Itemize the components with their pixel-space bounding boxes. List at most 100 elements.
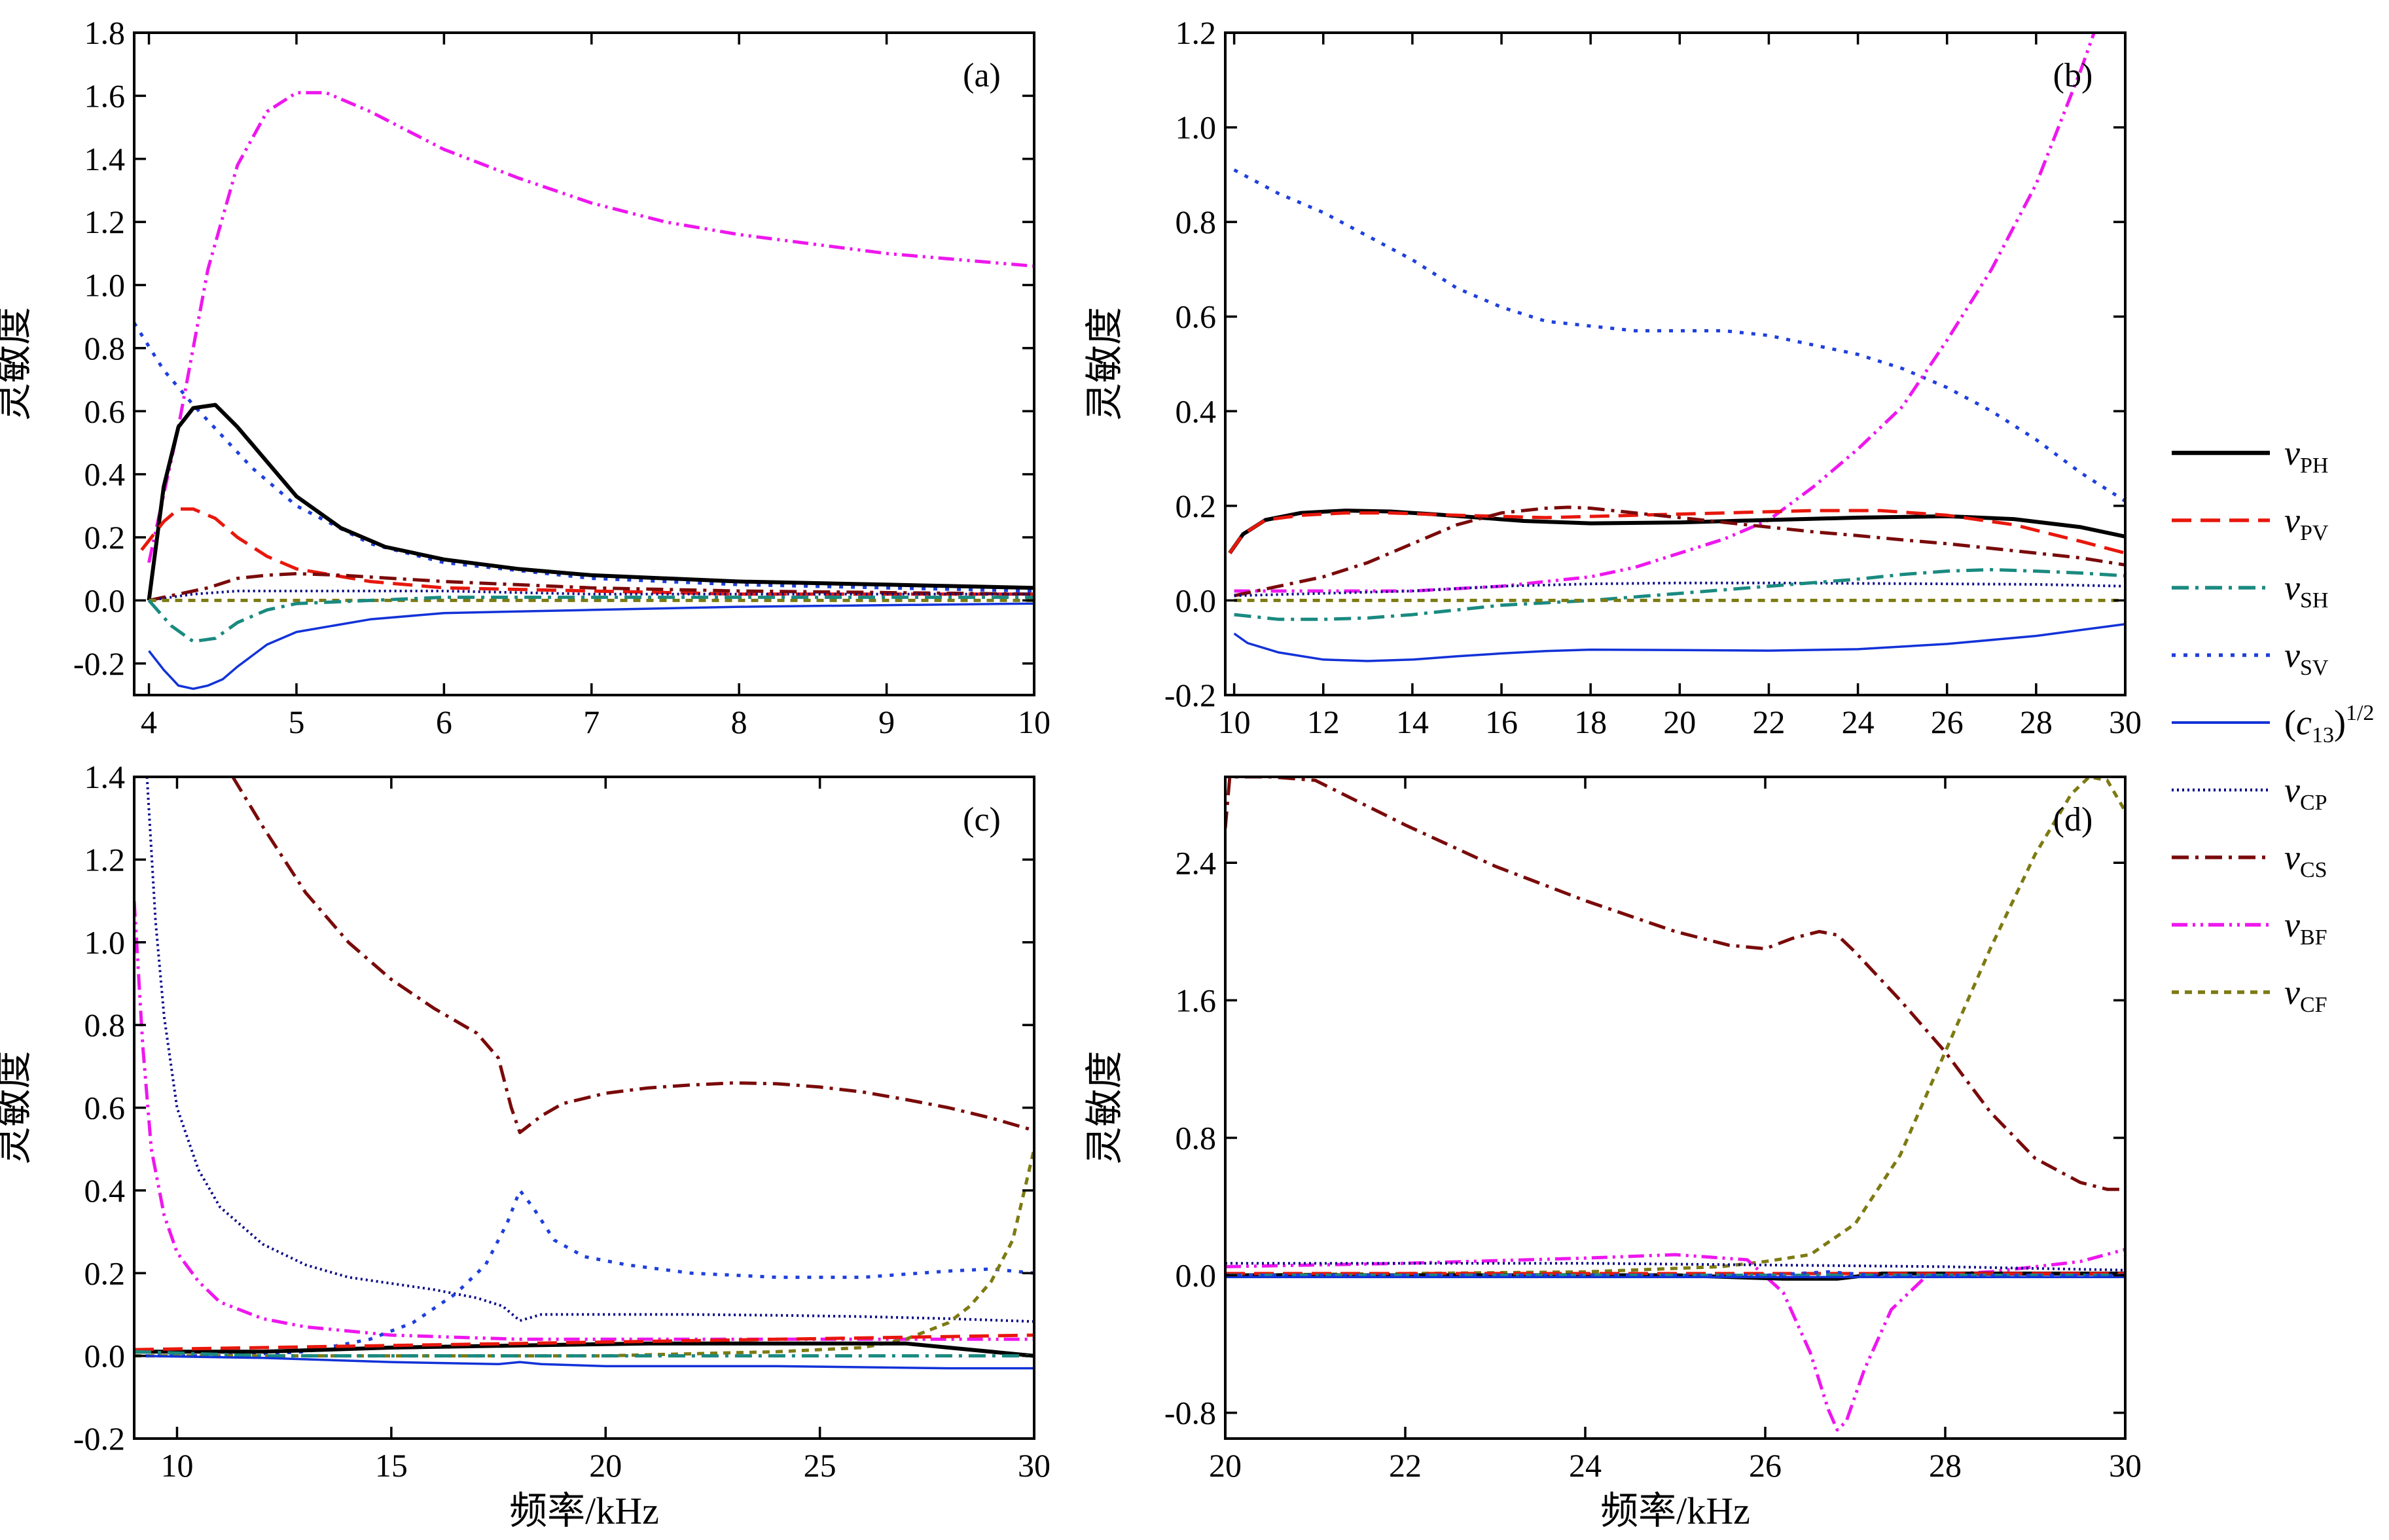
panel-a-series-vCS	[148, 572, 1034, 602]
legend-label-vSH: vSH	[2284, 568, 2328, 613]
panel-a-label: (a)	[963, 57, 1001, 94]
panel-b-xtick-label: 30	[2109, 704, 2142, 740]
legend-subscript: CF	[2300, 993, 2327, 1017]
panel-b-ylabel: 灵敏度	[1083, 307, 1126, 421]
legend-symbol: v	[2284, 501, 2300, 540]
legend-paren: (	[2284, 703, 2296, 742]
panel-d-label: (d)	[2053, 801, 2093, 838]
panel-c-ylabel: 灵敏度	[0, 1050, 35, 1164]
panel-b-series-vSH	[1234, 567, 2125, 621]
legend-label-vSV: vSV	[2284, 636, 2329, 680]
legend-symbol: v	[2284, 636, 2300, 675]
panel-b-label: (b)	[2053, 57, 2093, 94]
panel-a-xtick-label: 4	[141, 704, 157, 740]
panel-d-ytick-label: 1.6	[1176, 982, 1217, 1018]
panel-b-xtick-label: 24	[1842, 704, 1875, 740]
panel-a-series-vPV	[140, 507, 1034, 596]
panel-c-xtick-label: 30	[1018, 1447, 1051, 1484]
panel-c-ytick-label: 0.6	[84, 1090, 126, 1126]
panel-d-ytick-label: -0.8	[1164, 1395, 1216, 1431]
legend-entry-vPV: vPV	[2172, 501, 2329, 545]
panel-a-series-vSH	[147, 596, 1034, 643]
panel-c-series-vPH	[134, 1341, 1034, 1358]
panel-c-series-vCP	[145, 777, 1034, 1323]
panel-d-xtick-label: 20	[1209, 1447, 1242, 1484]
panel-a-ytick-label: 0.8	[84, 330, 126, 367]
panel-b-series	[1228, 33, 2125, 662]
panel-b-ytick-label: -0.2	[1164, 677, 1216, 713]
panel-a-series-vCP	[149, 590, 1034, 602]
chart-panels: 4 5 6 7 8 9 10-0.20.00.20.40.60.81.01.21.41.61…	[0, 14, 2142, 1532]
legend-symbol: v	[2284, 770, 2300, 810]
legend-entry-vPH: vPH	[2172, 433, 2328, 478]
panel-a-xtick-label: 8	[731, 704, 747, 740]
legend-entry-vSV: vSV	[2172, 636, 2329, 680]
panel-c-series-vCF	[134, 1149, 1034, 1358]
panel-c-ytick-label: -0.2	[73, 1420, 125, 1457]
panel-c-ytick-label: 0.4	[84, 1172, 126, 1209]
panel-d-ytick-label: 0.8	[1176, 1119, 1217, 1156]
legend-symbol: v	[2284, 433, 2300, 473]
panel-a-ytick-label: 0.0	[84, 582, 126, 618]
panel-a-series	[134, 91, 1034, 690]
panel-c-series-vSV	[134, 1189, 1034, 1358]
panel-b-ytick-label: 1.0	[1176, 109, 1217, 146]
legend-label-vPH: vPH	[2284, 433, 2328, 478]
legend-symbol: c	[2296, 703, 2312, 742]
panel-c-xtick-label: 20	[589, 1447, 622, 1484]
legend-entry-vBF: vBF	[2172, 905, 2327, 950]
panel-c-ytick-label: 0.0	[84, 1338, 126, 1374]
panel-d-ylabel: 灵敏度	[1083, 1050, 1126, 1164]
panel-d-series-vCF	[1225, 777, 2125, 1277]
panel-c-label: (c)	[963, 801, 1001, 838]
panel-c-ytick-label: 0.2	[84, 1255, 126, 1291]
panel-c-series	[134, 777, 1034, 1370]
legend-entry-vCS: vCS	[2172, 838, 2327, 882]
legend-symbol: v	[2284, 568, 2300, 607]
legend-label-vBF: vBF	[2284, 905, 2327, 950]
legend-superscript: 1/2	[2346, 701, 2374, 725]
panel-c-xlabel: 频率/kHz	[509, 1490, 659, 1532]
panel-a-ytick-label: 0.4	[84, 456, 126, 493]
panel-b-series-c13	[1233, 622, 2125, 662]
panel-c-series-vPV	[134, 1333, 1034, 1352]
legend-subscript: SH	[2300, 588, 2328, 613]
panel-a-ytick-label: 1.0	[84, 267, 126, 304]
panel-d-ytick-label: 0.0	[1176, 1257, 1217, 1294]
panel-b-ytick-label: 1.2	[1176, 14, 1217, 51]
panel-a-xtick-label: 5	[288, 704, 304, 740]
legend-label-vCS: vCS	[2284, 838, 2327, 882]
legend-subscript: PV	[2300, 521, 2329, 545]
panel-b-xtick-label: 20	[1663, 704, 1696, 740]
legend-label-vCP: vCP	[2284, 770, 2327, 815]
panel-b-xtick-label: 10	[1218, 704, 1251, 740]
panel-a-ytick-label: 1.8	[84, 14, 126, 51]
panel-d-series	[1225, 777, 2125, 1432]
panel-c-xtick-label: 15	[375, 1447, 408, 1484]
legend-close-paren: )	[2334, 703, 2346, 742]
panel-a-ylabel: 灵敏度	[0, 307, 35, 421]
panel-b-series-vSV	[1233, 168, 2125, 503]
legend-symbol: v	[2284, 973, 2300, 1012]
panel-b-series-vBF	[1234, 33, 2096, 593]
panel-a-ytick-label: 1.4	[84, 141, 126, 177]
panel-a-xtick-label: 9	[878, 704, 895, 740]
panel-a-series-c13	[148, 602, 1034, 690]
panel-a-xtick-label: 6	[436, 704, 452, 740]
panel-b-xtick-label: 26	[1931, 704, 1964, 740]
panel-b-series-vCS	[1234, 505, 2125, 598]
legend-label-c13: (c13)1/2	[2284, 701, 2374, 747]
panel-b: 10 12 14 16 18 20 22 24 26 28 30 -0.2 0.0 0.2 0.4 0.6 0.…	[1083, 14, 2142, 740]
legend-entry-c13: (c13)1/2	[2172, 701, 2374, 747]
panel-b-series-vPV	[1228, 509, 2125, 555]
panel-d-series-vCS	[1225, 777, 2125, 1191]
panel-d-xtick-label: 30	[2109, 1447, 2142, 1484]
panel-c-ytick-label: 1.2	[84, 841, 126, 878]
panel-b-xtick-label: 14	[1396, 704, 1429, 740]
panel-a-xtick-label: 10	[1018, 704, 1051, 740]
panel-d-xlabel: 频率/kHz	[1600, 1490, 1750, 1532]
panel-c-ytick-label: 0.8	[84, 1007, 126, 1043]
panel-a-ytick-label: 0.2	[84, 519, 126, 556]
